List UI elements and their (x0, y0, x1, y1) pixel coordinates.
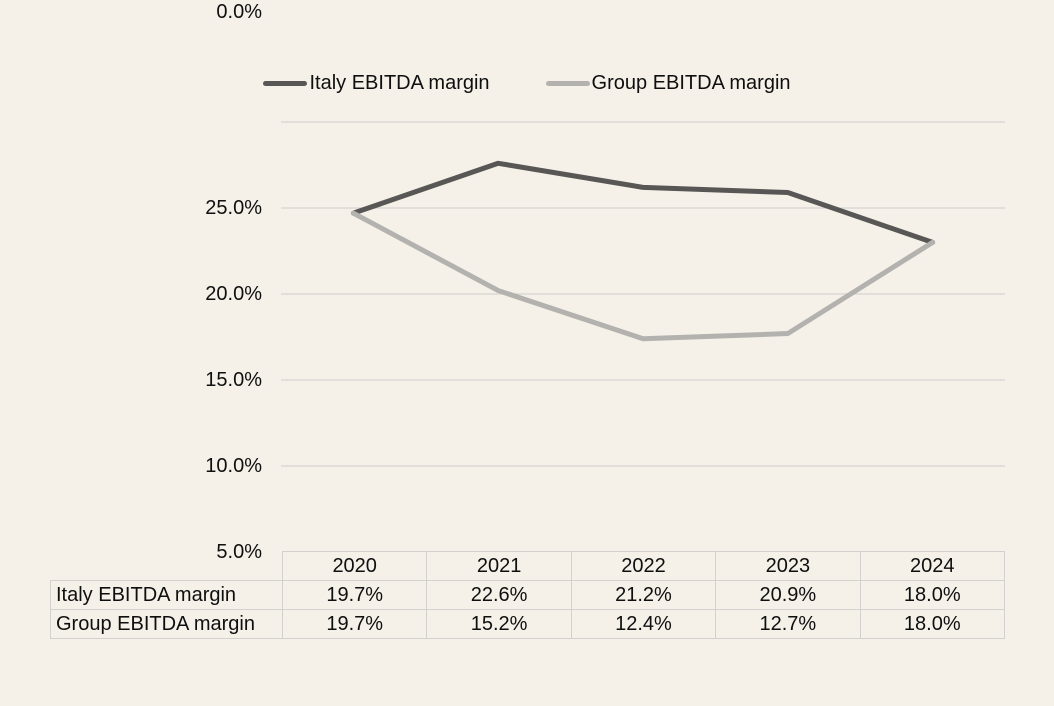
table-cell: 19.7% (281, 609, 428, 639)
table-cell: 18.0% (859, 580, 1006, 610)
table-row-group: Group EBITDA margin 19.7% 15.2% 12.4% 12… (50, 609, 1006, 639)
series-line-italy (350, 160, 936, 245)
table-row-label: Group EBITDA margin (50, 609, 283, 639)
table-cell: 12.7% (715, 609, 861, 639)
table-cell: 22.6% (426, 580, 572, 610)
table-row-italy: Italy EBITDA margin 19.7% 22.6% 21.2% 20… (50, 580, 1006, 610)
legend-item-group: Group EBITDA margin (545, 71, 791, 95)
table-col-header: 2021 (426, 551, 572, 581)
y-axis-tick-label: 20.0% (205, 283, 262, 305)
series-line-group (350, 210, 936, 342)
legend-item-italy: Italy EBITDA margin (263, 71, 490, 95)
table-cell: 18.0% (859, 609, 1006, 639)
plot-area (281, 121, 1005, 467)
legend-label-italy: Italy EBITDA margin (309, 72, 490, 94)
table-cell: 12.4% (570, 609, 717, 639)
table-col-header: 2024 (859, 551, 1006, 581)
table-cell: 15.2% (426, 609, 572, 639)
table-corner-cell (51, 552, 283, 581)
y-axis-tick-label: 10.0% (205, 455, 262, 477)
legend-line-swatch-italy (263, 80, 308, 86)
table-cell: 19.7% (281, 580, 428, 610)
chart-legend: Italy EBITDA margin Group EBITDA margin (0, 70, 1054, 96)
data-table: 2020 2021 2022 2023 2024 Italy EBITDA ma… (50, 551, 1006, 639)
y-axis-tick-label: 15.0% (205, 369, 262, 391)
table-col-header: 2022 (570, 551, 717, 581)
table-col-header: 2020 (281, 551, 428, 581)
table-header-row: 2020 2021 2022 2023 2024 (51, 551, 1006, 581)
y-axis-tick-label: 25.0% (205, 197, 262, 219)
table-cell: 21.2% (570, 580, 717, 610)
legend-line-swatch-group (545, 80, 590, 86)
table-row-label: Italy EBITDA margin (50, 580, 283, 610)
legend-label-group: Group EBITDA margin (591, 72, 791, 94)
y-axis-tick-label: 5.0% (216, 541, 262, 563)
table-col-header: 2023 (715, 551, 861, 581)
table-cell: 20.9% (715, 580, 861, 610)
y-axis-tick-label: 0.0% (216, 1, 262, 23)
